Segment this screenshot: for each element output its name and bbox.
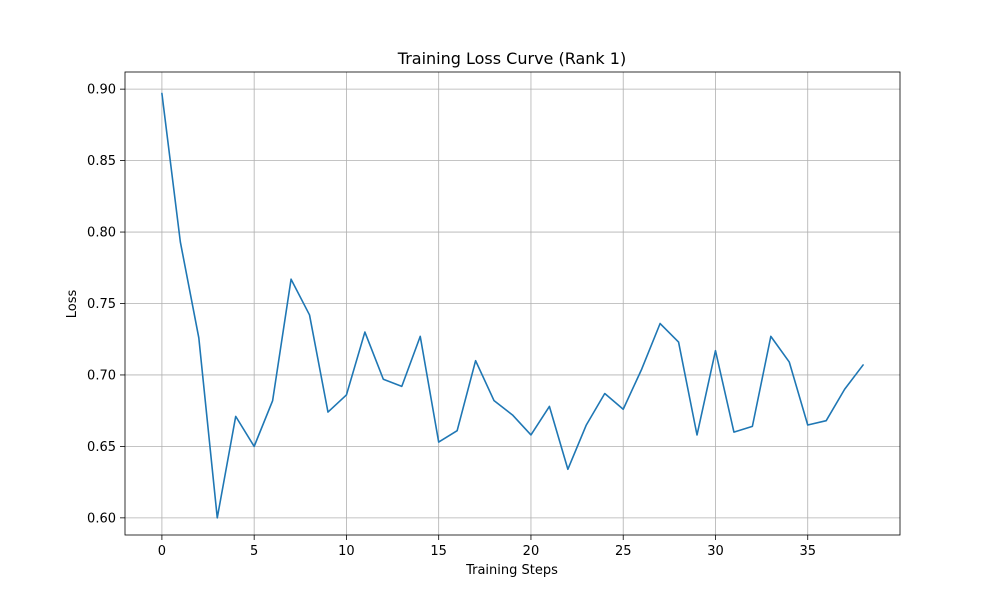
x-tick-label: 10 <box>338 544 355 559</box>
loss-data-point <box>696 434 698 436</box>
loss-data-point <box>437 441 439 443</box>
loss-data-point <box>604 392 606 394</box>
loss-data-point <box>548 405 550 407</box>
loss-data-point <box>327 411 329 413</box>
x-tick-label: 5 <box>250 544 258 559</box>
y-tick-label: 0.75 <box>87 297 116 312</box>
loss-data-point <box>567 468 569 470</box>
loss-series-line <box>161 92 864 519</box>
grid <box>125 72 900 535</box>
y-tick-label: 0.85 <box>87 154 116 169</box>
y-tick-label: 0.80 <box>87 226 116 241</box>
loss-data-point <box>235 415 237 417</box>
loss-data-point <box>511 414 513 416</box>
loss-data-point <box>714 349 716 351</box>
x-tick-label: 20 <box>523 544 540 559</box>
loss-data-point <box>622 408 624 410</box>
y-axis-label: Loss <box>65 290 80 319</box>
loss-data-point <box>345 394 347 396</box>
loss-data-point <box>733 431 735 433</box>
loss-data-point <box>825 419 827 421</box>
series-layer <box>161 92 864 519</box>
loss-data-point <box>585 424 587 426</box>
chart-title: Training Loss Curve (Rank 1) <box>397 49 626 68</box>
y-tick-label: 0.65 <box>87 440 116 455</box>
loss-data-point <box>290 278 292 280</box>
loss-data-point <box>179 241 181 243</box>
loss-data-point <box>530 434 532 436</box>
loss-data-point <box>364 331 366 333</box>
loss-data-point <box>659 322 661 324</box>
loss-data-point <box>807 424 809 426</box>
loss-data-point <box>198 337 200 339</box>
y-axis: 0.60 0.65 0.70 0.75 0.80 0.85 0.90 <box>87 83 125 526</box>
loss-data-point <box>382 378 384 380</box>
loss-data-point <box>640 368 642 370</box>
loss-data-point <box>770 335 772 337</box>
x-tick-label: 25 <box>615 544 632 559</box>
loss-data-point <box>843 388 845 390</box>
y-tick-label: 0.60 <box>87 511 116 526</box>
x-tick-label: 0 <box>158 544 166 559</box>
loss-data-point <box>253 445 255 447</box>
loss-data-point <box>788 361 790 363</box>
loss-data-point <box>161 92 163 94</box>
loss-data-point <box>751 425 753 427</box>
loss-data-point <box>419 335 421 337</box>
loss-data-point <box>456 429 458 431</box>
loss-data-point <box>493 399 495 401</box>
loss-data-point <box>474 359 476 361</box>
x-axis-label: Training Steps <box>465 563 558 578</box>
y-tick-label: 0.70 <box>87 368 116 383</box>
x-tick-label: 35 <box>799 544 816 559</box>
x-axis: 0 5 10 15 20 25 30 35 <box>158 535 816 559</box>
loss-data-point <box>271 399 273 401</box>
loss-data-point <box>677 341 679 343</box>
x-tick-label: 30 <box>707 544 724 559</box>
loss-data-point <box>308 314 310 316</box>
loss-data-point <box>401 385 403 387</box>
loss-data-point <box>216 517 218 519</box>
loss-data-point <box>862 364 864 366</box>
y-tick-label: 0.90 <box>87 83 116 98</box>
x-tick-label: 15 <box>430 544 447 559</box>
